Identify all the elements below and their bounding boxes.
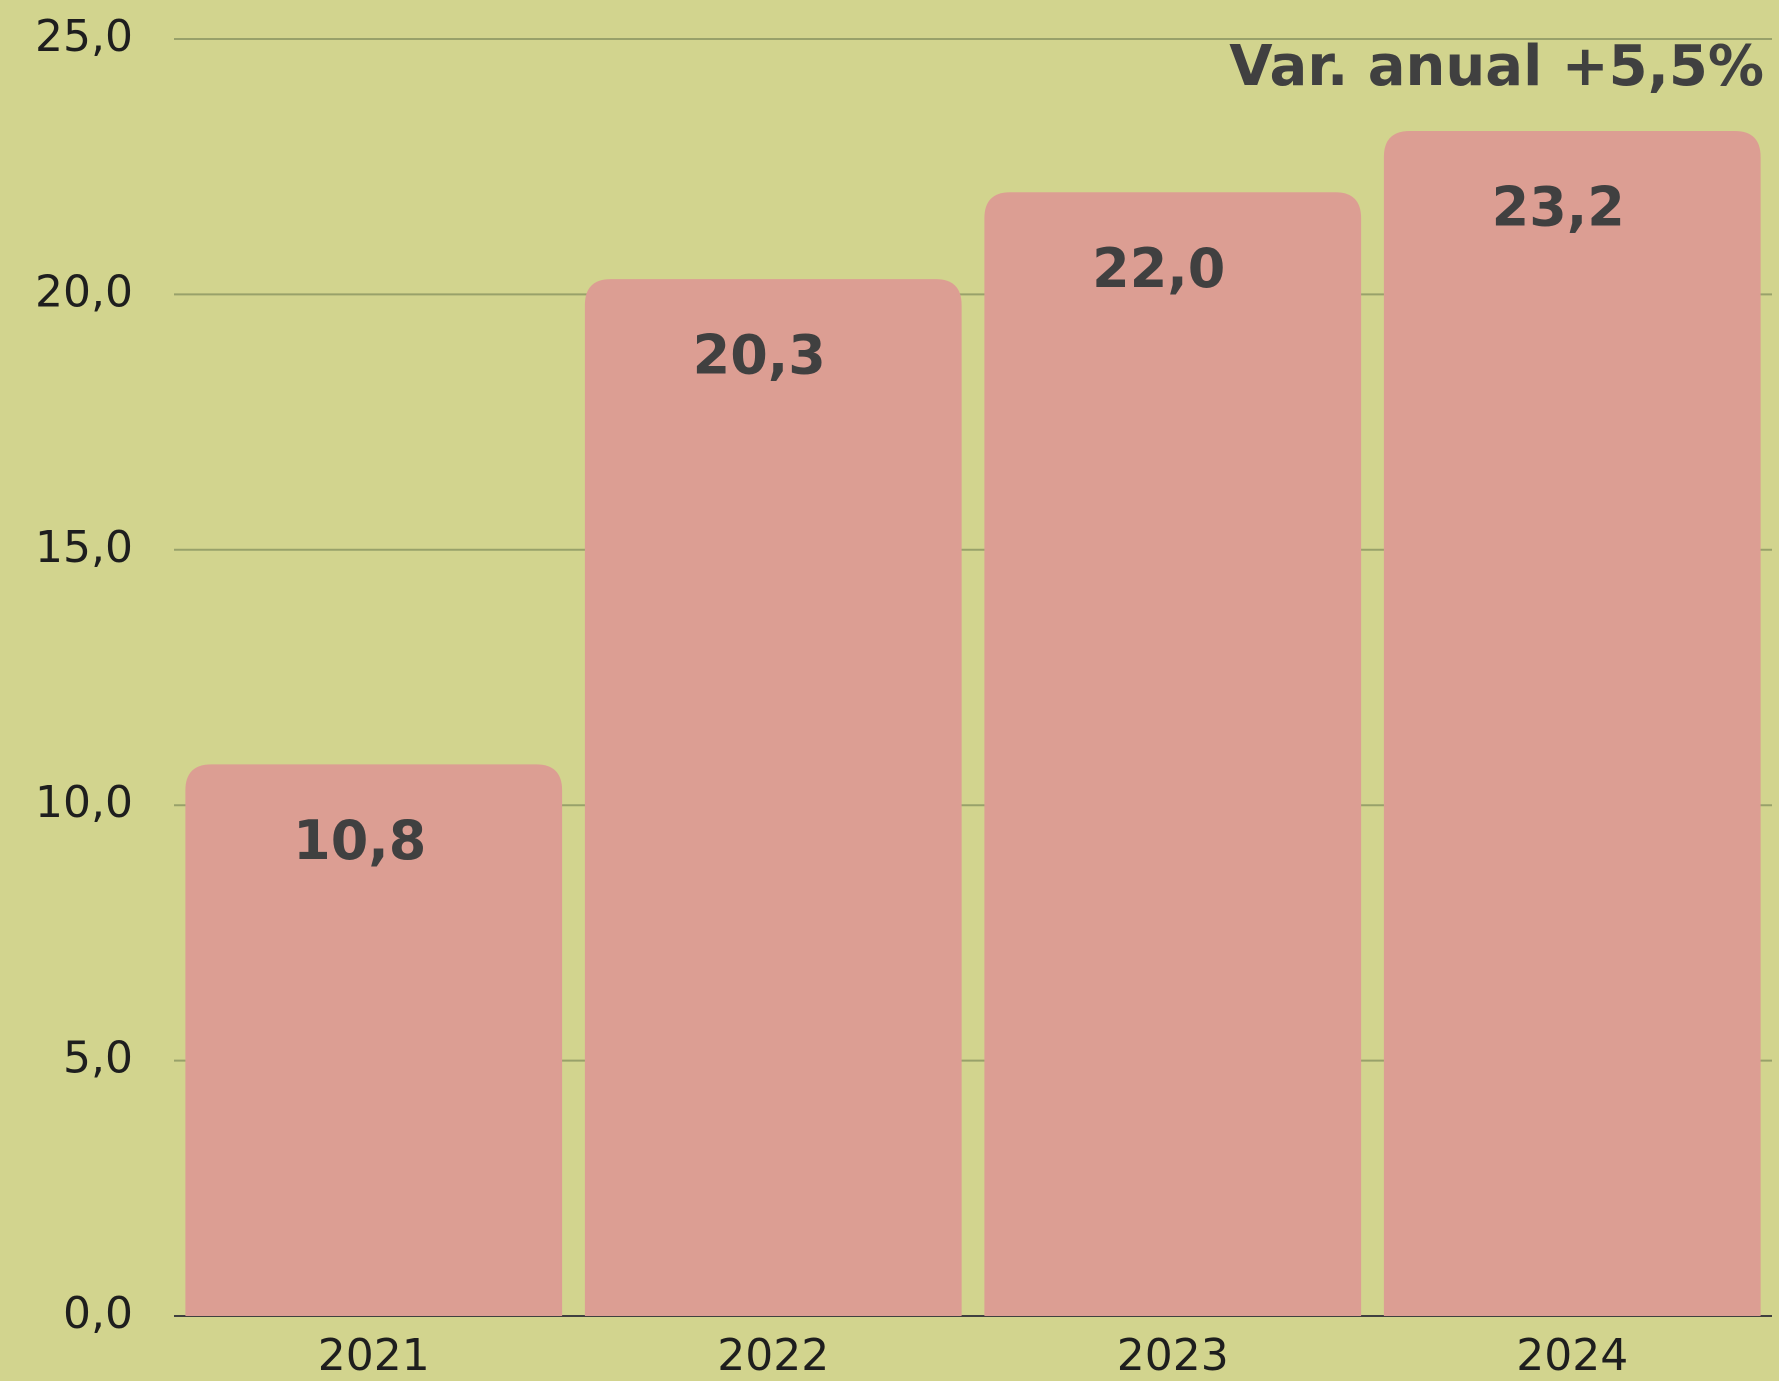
x-tick-label: 2023 <box>1117 1330 1229 1381</box>
y-tick-label: 25,0 <box>35 11 133 62</box>
annotation: Var. anual +5,5% <box>1229 34 1764 99</box>
y-tick-label: 5,0 <box>63 1033 133 1084</box>
y-tick-label: 15,0 <box>35 522 133 573</box>
bar <box>584 279 962 1317</box>
x-tick-label: 2022 <box>717 1330 829 1381</box>
y-tick-label: 10,0 <box>35 777 133 828</box>
bar <box>1383 130 1761 1317</box>
value-label: 22,0 <box>1092 237 1225 300</box>
value-label: 10,8 <box>293 809 426 872</box>
bar <box>984 192 1362 1317</box>
x-tick-label: 2024 <box>1516 1330 1628 1381</box>
y-tick-label: 20,0 <box>35 266 133 317</box>
y-tick-label: 0,0 <box>63 1288 133 1339</box>
value-label: 23,2 <box>1492 176 1625 239</box>
bar <box>185 764 563 1316</box>
value-label: 20,3 <box>693 324 826 387</box>
x-tick-label: 2021 <box>318 1330 430 1381</box>
